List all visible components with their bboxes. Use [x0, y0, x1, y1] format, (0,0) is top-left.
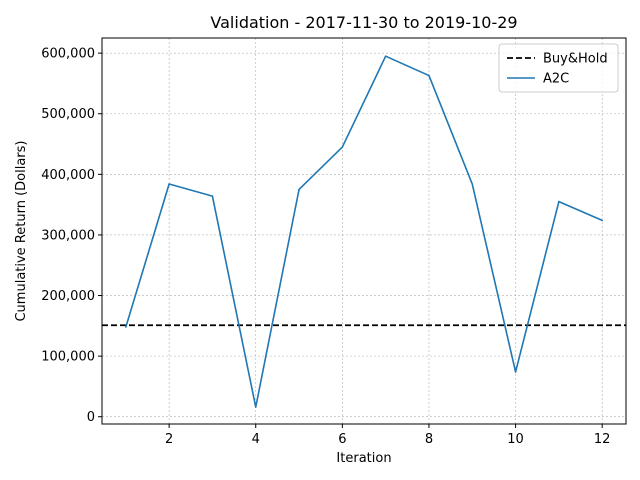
x-axis-ticks: 2 4 6 8 10 12 [165, 424, 610, 447]
legend-label: Buy&Hold [543, 52, 608, 67]
legend-label: A2C [543, 72, 569, 87]
data-point [168, 183, 170, 185]
data-point [254, 406, 257, 408]
series-line-a2c [125, 55, 603, 408]
plot-lines [102, 55, 626, 408]
x-tick-label: 2 [165, 432, 173, 447]
legend-box [498, 43, 619, 93]
y-tick-label: 300,000 [41, 228, 95, 243]
y-tick-label: 400,000 [41, 168, 95, 183]
data-point [341, 146, 344, 148]
y-tick-label: 600,000 [41, 47, 95, 62]
x-tick-label: 10 [507, 432, 524, 447]
x-tick-label: 4 [252, 432, 260, 447]
data-point [211, 195, 214, 197]
data-point [471, 183, 474, 185]
data-point [125, 326, 127, 328]
y-tick-label: 0 [87, 410, 95, 425]
x-axis-title: Iteration [336, 451, 391, 466]
plot-frame [101, 37, 627, 425]
legend: Buy&Hold A2C [498, 43, 619, 93]
x-tick-label: 8 [425, 432, 433, 447]
y-tick-label: 500,000 [41, 107, 95, 122]
chart-title: Validation - 2017-11-30 to 2019-10-29 [210, 13, 517, 32]
x-tick-label: 12 [594, 432, 611, 447]
y-tick-label: 200,000 [41, 289, 95, 304]
x-tick-label: 6 [338, 432, 346, 447]
data-point [558, 200, 560, 203]
y-tick-label: 100,000 [41, 350, 95, 365]
data-point [384, 55, 387, 57]
data-point [514, 371, 517, 373]
data-point [428, 74, 430, 77]
y-axis-title: Cumulative Return (Dollars) [14, 140, 29, 321]
data-point [298, 188, 300, 191]
y-axis-ticks: 0 100,000 200,000 300,000 400,000 500,000 600,… [41, 47, 102, 425]
data-point [601, 219, 603, 222]
